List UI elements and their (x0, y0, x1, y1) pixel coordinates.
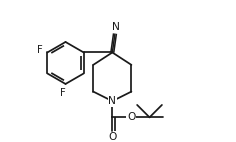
Text: O: O (108, 132, 117, 142)
Text: F: F (37, 45, 43, 55)
Text: O: O (127, 112, 136, 122)
Text: F: F (60, 87, 66, 98)
Text: N: N (108, 96, 116, 106)
Text: N: N (112, 22, 120, 32)
